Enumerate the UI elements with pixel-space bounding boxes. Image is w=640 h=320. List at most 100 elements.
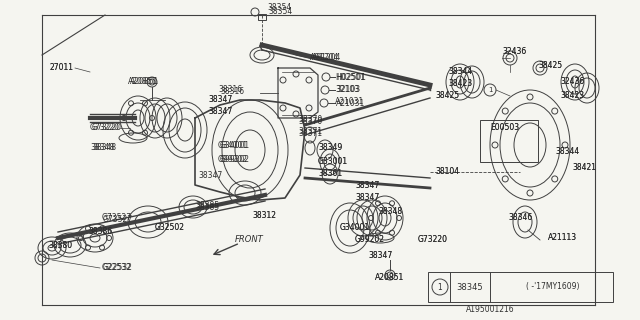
Text: 38348: 38348 [378,207,402,217]
Text: 38425: 38425 [435,92,459,100]
Text: 32436: 32436 [560,77,584,86]
Text: 38312: 38312 [252,211,276,220]
Text: 32103: 32103 [336,85,360,94]
Text: 38344: 38344 [448,68,472,76]
Text: 38344: 38344 [448,68,472,76]
Text: 38349: 38349 [318,143,342,153]
Text: G99202: G99202 [355,236,385,244]
Text: A21113: A21113 [548,234,577,243]
Text: G73527: G73527 [102,213,132,222]
Text: 38347: 38347 [355,194,380,203]
Text: G33001: G33001 [318,157,348,166]
Text: 38371: 38371 [298,127,322,137]
Text: 38380: 38380 [48,241,72,250]
Bar [428,272,613,302]
Text: 38385: 38385 [195,203,219,212]
Text: 38425: 38425 [538,60,562,69]
Text: 32436: 32436 [502,47,526,57]
Text: 38361: 38361 [318,170,342,179]
Text: G34001: G34001 [218,140,248,149]
Text: 38423: 38423 [448,79,472,89]
Text: G34001: G34001 [340,223,370,233]
Text: 38348: 38348 [90,143,114,153]
Text: 38347: 38347 [208,108,232,116]
Text: G99202: G99202 [355,236,385,244]
Text: A20851: A20851 [128,77,157,86]
Text: 1: 1 [488,87,492,93]
Text: E00503: E00503 [490,124,519,132]
Text: 38354: 38354 [267,4,291,12]
Text: A21031: A21031 [335,98,364,107]
Text: 38423: 38423 [560,91,584,100]
Text: 27011: 27011 [50,63,74,73]
Text: G99202: G99202 [218,156,248,164]
Text: 38347: 38347 [368,251,392,260]
Text: 32436: 32436 [560,77,584,86]
Text: G33001: G33001 [318,157,348,166]
Text: 38354: 38354 [268,7,292,17]
Text: A20851: A20851 [130,77,159,86]
Text: 1: 1 [438,283,442,292]
Text: A21113: A21113 [548,234,577,243]
Text: A91204: A91204 [310,53,339,62]
Text: 38385: 38385 [195,201,219,210]
Text: 38104: 38104 [435,167,459,177]
Text: H02501: H02501 [336,73,366,82]
Text: 32103: 32103 [335,85,359,94]
Text: G22532: G22532 [103,263,133,273]
Text: 38316: 38316 [218,85,242,94]
Text: 38316: 38316 [220,87,244,97]
Text: 38345: 38345 [457,283,483,292]
Text: 38347: 38347 [355,180,380,189]
Text: 38370: 38370 [298,116,323,124]
Text: 38344: 38344 [555,148,579,156]
Text: G22532: G22532 [102,263,132,273]
Text: E00503: E00503 [490,124,519,132]
Text: A20851: A20851 [375,274,404,283]
Bar [258,14,266,20]
Text: 38346: 38346 [508,213,532,222]
Text: G34001: G34001 [340,223,370,233]
Text: 38312: 38312 [252,211,276,220]
Text: 38347: 38347 [208,108,232,116]
Text: 38344: 38344 [555,148,579,156]
Text: A21031: A21031 [336,99,365,108]
Text: A91204: A91204 [312,52,341,61]
Text: G73220: G73220 [90,124,120,132]
Text: G99202: G99202 [220,156,250,164]
Text: 38421: 38421 [572,164,596,172]
Text: 38349: 38349 [318,143,342,153]
Text: 38347: 38347 [355,194,380,203]
Text: ( -'17MY1609): ( -'17MY1609) [526,283,580,292]
Text: 38347: 38347 [208,95,232,105]
Bar [480,120,538,162]
Text: 38380: 38380 [48,241,72,250]
Text: 38348: 38348 [92,143,116,153]
Text: G73220: G73220 [418,236,448,244]
Text: 38347: 38347 [208,95,232,105]
Text: H02501: H02501 [335,74,365,83]
Text: A195001216: A195001216 [466,306,515,315]
Text: 38423: 38423 [448,79,472,89]
Text: 32436: 32436 [502,47,526,57]
Text: 38425: 38425 [538,60,562,69]
Text: 38347: 38347 [198,171,222,180]
Text: 38347: 38347 [355,180,380,189]
Text: 38386: 38386 [88,228,112,236]
Text: G34001: G34001 [220,140,250,149]
Text: 38346: 38346 [508,213,532,222]
Text: 38361: 38361 [318,170,342,179]
Text: G73527: G73527 [103,215,133,225]
Text: A20851: A20851 [375,274,404,283]
Text: 38348: 38348 [378,207,402,217]
Text: 38104: 38104 [435,167,459,177]
Text: FRONT: FRONT [235,236,264,244]
Text: G73220: G73220 [418,236,448,244]
Text: 38371: 38371 [298,129,322,138]
Text: 38386: 38386 [88,228,112,236]
Text: 27011: 27011 [50,63,74,73]
Text: 38370: 38370 [298,117,323,126]
Text: 38423: 38423 [560,91,584,100]
Text: 38347: 38347 [368,251,392,260]
Text: G32502: G32502 [155,223,185,233]
